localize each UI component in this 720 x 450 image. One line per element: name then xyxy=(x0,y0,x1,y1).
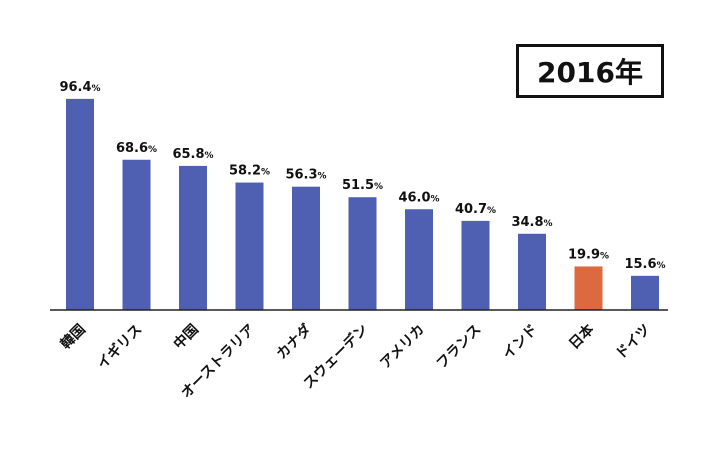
value-label-number: 34.8 xyxy=(511,215,543,230)
bar-1 xyxy=(122,159,151,310)
category-label-1: イギリス xyxy=(94,321,146,373)
value-label-number: 46.0 xyxy=(398,190,430,205)
bar-2 xyxy=(179,165,207,310)
category-label-8: インド xyxy=(500,322,541,363)
value-label-number: 15.6 xyxy=(624,257,656,272)
category-label-6: アメリカ xyxy=(377,322,427,372)
value-label-5: 51.5% xyxy=(342,178,383,193)
value-label-number: 40.7 xyxy=(455,202,487,217)
bar-9 xyxy=(574,266,603,310)
value-label-number: 96.4 xyxy=(59,80,91,95)
category-label-7: フランス xyxy=(434,322,485,373)
value-label-unit: % xyxy=(600,251,609,261)
value-label-number: 68.6 xyxy=(116,141,148,156)
category-label-0: 韓国 xyxy=(57,321,89,353)
bar-5 xyxy=(348,197,377,310)
value-label-number: 56.3 xyxy=(285,168,317,183)
year-badge: 2016年 xyxy=(516,44,664,98)
value-label-unit: % xyxy=(431,194,440,204)
value-label-number: 58.2 xyxy=(229,164,261,179)
category-label-2: 中国 xyxy=(170,321,202,353)
value-label-6: 46.0% xyxy=(398,190,439,205)
value-label-unit: % xyxy=(205,151,214,161)
value-label-number: 65.8 xyxy=(172,147,204,162)
bar-8 xyxy=(518,233,546,310)
category-label-9: 日本 xyxy=(566,320,599,353)
value-label-3: 58.2% xyxy=(229,164,270,179)
value-label-unit: % xyxy=(318,172,327,182)
value-label-7: 40.7% xyxy=(455,202,496,217)
value-label-2: 65.8% xyxy=(172,147,213,162)
value-label-unit: % xyxy=(92,84,101,94)
bar-7 xyxy=(461,220,490,310)
value-label-4: 56.3% xyxy=(285,168,326,183)
bar-10 xyxy=(631,275,659,310)
value-label-unit: % xyxy=(544,219,553,229)
value-label-unit: % xyxy=(148,145,157,155)
value-label-unit: % xyxy=(374,182,383,192)
category-label-4: カナダ xyxy=(273,321,315,363)
value-label-9: 19.9% xyxy=(568,247,609,262)
value-label-unit: % xyxy=(261,168,270,178)
value-label-0: 96.4% xyxy=(59,80,100,95)
category-label-10: ドイツ xyxy=(613,322,654,363)
value-label-number: 19.9 xyxy=(568,247,600,262)
value-label-unit: % xyxy=(487,206,496,216)
value-label-number: 51.5 xyxy=(342,178,374,193)
bar-0 xyxy=(66,98,94,310)
value-label-unit: % xyxy=(657,261,666,271)
bar-4 xyxy=(292,186,320,310)
value-label-10: 15.6% xyxy=(624,257,665,272)
value-label-8: 34.8% xyxy=(511,215,552,230)
bar-6 xyxy=(405,209,433,310)
value-label-1: 68.6% xyxy=(116,141,157,156)
bar-3 xyxy=(235,182,264,310)
